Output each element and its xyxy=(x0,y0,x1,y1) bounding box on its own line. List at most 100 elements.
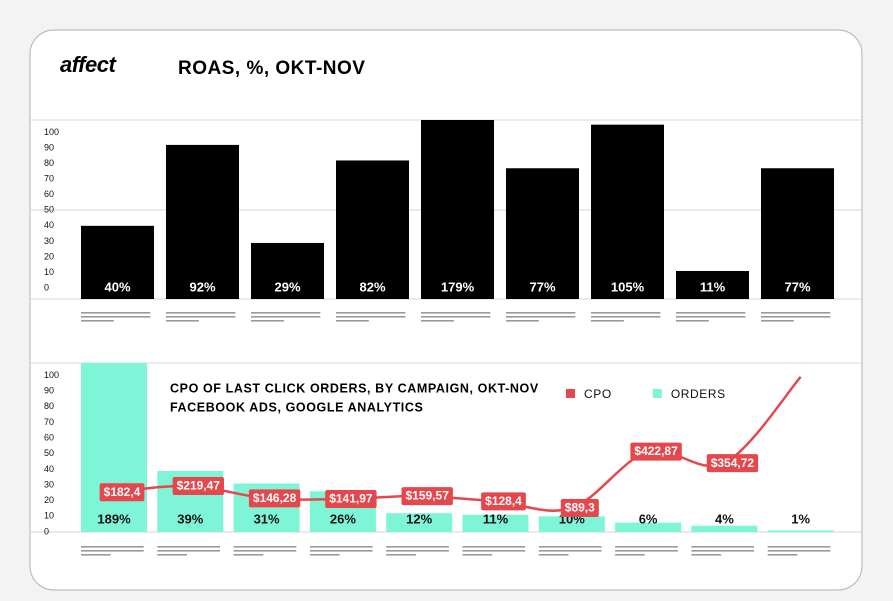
y-tick-label: 40 xyxy=(44,464,54,474)
category-label-placeholder xyxy=(233,550,297,552)
data-label: 4% xyxy=(715,511,734,526)
data-label: 179% xyxy=(441,279,475,294)
category-label-placeholder xyxy=(157,550,220,552)
cpo-line xyxy=(113,376,802,512)
cpo-label: $354,72 xyxy=(711,456,755,470)
category-label-placeholder xyxy=(506,312,576,314)
data-label: 92% xyxy=(189,279,215,294)
category-label-placeholder xyxy=(421,320,454,322)
category-label-placeholder xyxy=(251,320,284,322)
bar xyxy=(538,516,605,532)
chart-title: ROAS, %, OKT-NOV xyxy=(178,58,365,79)
legend-label: ORDERS xyxy=(671,387,726,401)
category-label-placeholder xyxy=(767,554,798,556)
cpo-label: $141,97 xyxy=(329,492,373,506)
data-label: 29% xyxy=(274,279,300,294)
category-label-placeholder xyxy=(761,316,831,318)
bar xyxy=(462,514,529,532)
cpo-label-box xyxy=(706,454,759,473)
category-label-placeholder xyxy=(615,550,678,552)
category-label-placeholder xyxy=(309,546,373,548)
data-label: 77% xyxy=(529,279,555,294)
y-tick-label: 90 xyxy=(44,142,54,152)
category-label-placeholder xyxy=(767,546,831,548)
category-label-placeholder xyxy=(166,320,199,322)
category-label-placeholder xyxy=(462,550,526,552)
chart-title: CPO OF LAST CLICK ORDERS, BY CAMPAIGN, O… xyxy=(170,381,539,395)
category-label-placeholder xyxy=(691,546,755,548)
y-tick-label: 20 xyxy=(44,495,54,505)
legend-label: CPO xyxy=(584,387,612,401)
category-label-placeholder xyxy=(506,316,576,318)
y-tick-label: 50 xyxy=(44,448,54,458)
data-label: 1% xyxy=(791,511,810,526)
y-tick-label: 40 xyxy=(44,220,54,230)
cpo-label: $146,28 xyxy=(253,491,297,505)
category-label-placeholder xyxy=(81,554,111,556)
category-label-placeholder xyxy=(676,316,746,318)
category-label-placeholder xyxy=(538,554,569,556)
category-label-placeholder xyxy=(421,312,491,314)
category-label-placeholder xyxy=(506,320,539,322)
bar xyxy=(421,120,494,299)
category-label-placeholder xyxy=(81,312,151,314)
category-label-placeholder xyxy=(309,554,340,556)
data-label: 6% xyxy=(639,511,658,526)
legend-swatch xyxy=(652,389,662,398)
y-tick-label: 90 xyxy=(44,386,54,396)
bar xyxy=(81,225,154,299)
cpo-label-box xyxy=(248,489,301,508)
category-label-placeholder xyxy=(761,312,831,314)
cpo-label: $219,47 xyxy=(177,479,221,493)
category-label-placeholder xyxy=(767,550,831,552)
category-label-placeholder xyxy=(591,320,624,322)
data-label: 39% xyxy=(177,511,203,526)
data-label: 40% xyxy=(104,279,130,294)
data-label: 77% xyxy=(784,279,810,294)
data-label: 26% xyxy=(330,511,356,526)
data-label: 12% xyxy=(406,511,432,526)
legend: CPO ORDERS xyxy=(566,387,726,401)
category-label-placeholder xyxy=(336,312,406,314)
category-label-placeholder xyxy=(676,312,746,314)
category-label-placeholder xyxy=(157,554,187,556)
cpo-label-box xyxy=(99,483,145,502)
data-label: 11% xyxy=(700,279,726,294)
category-label-placeholder xyxy=(615,554,645,556)
category-label-placeholder xyxy=(591,316,661,318)
cpo-label-box xyxy=(630,442,682,461)
category-label-placeholder xyxy=(615,546,678,548)
y-tick-label: 80 xyxy=(44,401,54,411)
cpo-label-box xyxy=(481,492,526,511)
cpo-label-box xyxy=(172,476,224,495)
y-tick-label: 0 xyxy=(44,526,49,536)
category-label-placeholder xyxy=(81,546,144,548)
category-label-placeholder xyxy=(691,550,755,552)
category-label-placeholder xyxy=(233,554,264,556)
y-tick-label: 70 xyxy=(44,417,54,427)
category-label-placeholder xyxy=(538,546,602,548)
category-label-placeholder xyxy=(336,320,369,322)
category-label-placeholder xyxy=(676,320,709,322)
cpo-label: $182,4 xyxy=(104,485,141,499)
bar xyxy=(761,168,834,299)
bar xyxy=(676,270,749,299)
category-label-placeholder xyxy=(386,546,449,548)
bar xyxy=(591,124,664,299)
bar xyxy=(81,363,147,532)
category-label-placeholder xyxy=(81,320,114,322)
category-label-placeholder xyxy=(538,550,602,552)
category-label-placeholder xyxy=(81,550,144,552)
y-tick-label: 100 xyxy=(44,370,59,380)
category-label-placeholder xyxy=(251,312,321,314)
category-label-placeholder xyxy=(336,316,406,318)
y-tick-label: 30 xyxy=(44,479,54,489)
bar xyxy=(506,168,579,299)
legend-swatch xyxy=(566,389,575,398)
category-label-placeholder xyxy=(166,312,236,314)
category-label-placeholder xyxy=(761,320,794,322)
bar xyxy=(615,522,682,532)
category-label-placeholder xyxy=(462,546,526,548)
